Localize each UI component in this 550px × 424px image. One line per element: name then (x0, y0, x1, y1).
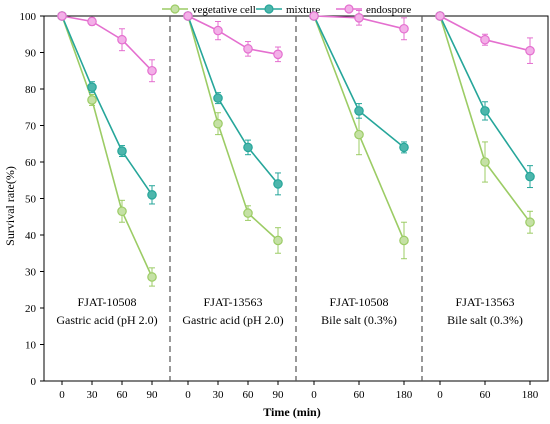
data-point-vegetative-cell (273, 235, 283, 246)
legend: vegetative cell mixture endospore (162, 4, 411, 16)
data-point-vegetative-cell (399, 235, 409, 246)
y-tick-label: 50 (25, 194, 37, 206)
x-tick-label: 60 (243, 389, 255, 401)
data-point-endospore (273, 49, 283, 60)
x-tick-label: 60 (354, 389, 366, 401)
y-tick-label: 60 (25, 157, 37, 169)
legend-marker (344, 4, 354, 14)
legend-marker (170, 4, 180, 14)
data-point-endospore (183, 11, 193, 21)
series-line-endospore (187, 15, 279, 56)
data-point-endospore (117, 34, 127, 45)
data-point-vegetative-cell (243, 208, 253, 218)
data-point-mixture (399, 142, 409, 153)
legend-label: endospore (366, 4, 411, 16)
x-tick-label: 0 (311, 389, 317, 401)
data-point-endospore (213, 25, 223, 36)
panel-treatment-label: Bile salt (0.3%) (321, 313, 397, 327)
x-tick-label: 60 (117, 389, 129, 401)
data-point-mixture (117, 146, 127, 156)
data-point-vegetative-cell (480, 157, 490, 167)
data-point-mixture (525, 171, 535, 182)
y-tick-label: 100 (20, 11, 37, 23)
data-point-vegetative-cell (213, 118, 223, 129)
y-tick-label: 90 (25, 48, 37, 60)
y-tick-label: 40 (25, 230, 37, 242)
x-axis-label: Time (min) (263, 405, 320, 419)
y-tick-label: 70 (25, 121, 37, 133)
x-tick-label: 0 (59, 389, 65, 401)
x-tick-label: 180 (396, 389, 413, 401)
series-line-vegetative-cell (187, 15, 279, 242)
panel-treatment-label: Gastric acid (pH 2.0) (56, 313, 157, 327)
x-tick-label: 30 (213, 389, 225, 401)
y-axis-label: Survival rate(%) (3, 166, 17, 246)
x-tick-label: 60 (480, 389, 492, 401)
panel-treatment-label: Bile salt (0.3%) (447, 313, 523, 327)
panels: 0 30 60 90 FJAT-10508 Gastric acid (pH 2.0) 0 3… (56, 10, 539, 401)
y-tick-label: 20 (25, 303, 37, 315)
legend-marker (264, 4, 274, 14)
y-axis: 0 10 20 30 40 50 60 70 80 90 100 (20, 11, 44, 388)
x-tick-label: 90 (147, 389, 159, 401)
series-line-vegetative-cell (61, 15, 153, 278)
panel-4: 0 60 180 FJAT-13563 Bile salt (0.3%) (435, 11, 539, 401)
data-point-endospore (480, 34, 490, 45)
panel-treatment-label: Gastric acid (pH 2.0) (182, 313, 283, 327)
series-line-mixture (187, 15, 279, 185)
data-point-endospore (435, 11, 445, 21)
data-point-mixture (273, 179, 283, 189)
x-tick-label: 30 (87, 389, 99, 401)
data-point-endospore (525, 45, 535, 56)
data-point-mixture (213, 93, 223, 103)
panel-1: 0 30 60 90 FJAT-10508 Gastric acid (pH 2.0) (56, 11, 159, 401)
y-tick-label: 30 (25, 267, 37, 279)
y-tick-label: 80 (25, 84, 37, 96)
data-point-endospore (147, 65, 157, 76)
series-line-mixture (61, 15, 153, 196)
data-point-endospore (57, 11, 67, 21)
x-tick-label: 0 (185, 389, 191, 401)
series-line-endospore (61, 15, 153, 72)
x-tick-label: 90 (273, 389, 285, 401)
panel-dividers (169, 16, 423, 381)
panel-strain-label: FJAT-13563 (456, 295, 515, 309)
data-point-vegetative-cell (117, 206, 127, 217)
panel-strain-label: FJAT-13563 (204, 295, 263, 309)
data-point-endospore (309, 11, 319, 21)
x-tick-label: 0 (437, 389, 443, 401)
data-point-mixture (480, 106, 490, 116)
legend-label: vegetative cell (192, 4, 256, 16)
data-point-vegetative-cell (525, 217, 535, 228)
data-point-mixture (147, 190, 157, 200)
y-tick-label: 10 (25, 340, 37, 352)
y-tick-label: 0 (31, 376, 37, 388)
panel-3: 0 60 180 FJAT-10508 Bile salt (0.3%) (309, 10, 413, 401)
data-point-vegetative-cell (354, 129, 364, 140)
data-point-vegetative-cell (87, 95, 97, 105)
data-point-endospore (243, 44, 253, 54)
panel-strain-label: FJAT-10508 (78, 295, 137, 309)
data-point-mixture (354, 106, 364, 116)
data-point-endospore (87, 16, 97, 27)
panel-strain-label: FJAT-10508 (330, 295, 389, 309)
data-point-endospore (399, 23, 409, 34)
data-point-mixture (243, 142, 253, 153)
x-tick-label: 180 (522, 389, 539, 401)
data-point-endospore (354, 13, 364, 23)
data-point-mixture (87, 82, 97, 92)
data-point-vegetative-cell (147, 272, 157, 282)
panel-2: 0 30 60 90 FJAT-13563 Gastric acid (pH 2.0) (182, 11, 285, 401)
